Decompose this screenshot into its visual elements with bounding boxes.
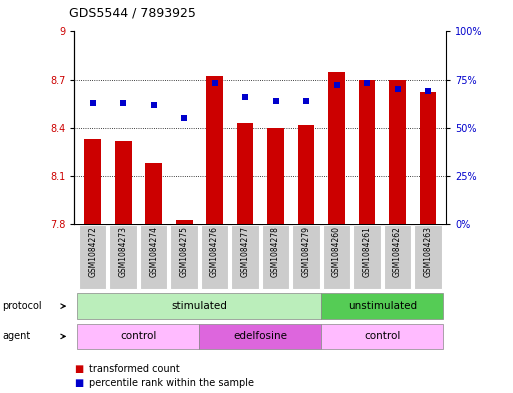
Text: agent: agent (3, 331, 31, 342)
Text: percentile rank within the sample: percentile rank within the sample (89, 378, 254, 388)
FancyBboxPatch shape (201, 225, 228, 290)
FancyBboxPatch shape (200, 324, 321, 349)
Text: GSM1084261: GSM1084261 (363, 226, 371, 277)
Point (119, 99, 127, 106)
Bar (176, 220, 192, 224)
FancyBboxPatch shape (321, 324, 443, 349)
Text: ■: ■ (74, 378, 84, 388)
FancyBboxPatch shape (292, 225, 320, 290)
Bar (359, 80, 376, 224)
FancyBboxPatch shape (321, 294, 443, 319)
Point (241, 94, 249, 100)
Text: transformed count: transformed count (89, 364, 180, 374)
Text: GSM1084278: GSM1084278 (271, 226, 280, 277)
Bar (328, 72, 345, 224)
FancyBboxPatch shape (323, 225, 350, 290)
FancyBboxPatch shape (109, 225, 137, 290)
Bar (389, 80, 406, 224)
Text: control: control (120, 331, 156, 341)
Text: ■: ■ (74, 364, 84, 374)
Bar (267, 128, 284, 224)
Bar (145, 163, 162, 224)
FancyBboxPatch shape (353, 225, 381, 290)
Bar (298, 125, 314, 224)
Text: GSM1084275: GSM1084275 (180, 226, 189, 277)
Text: unstimulated: unstimulated (348, 301, 417, 310)
Text: GSM1084273: GSM1084273 (119, 226, 128, 277)
Text: GSM1084279: GSM1084279 (302, 226, 310, 277)
FancyBboxPatch shape (262, 225, 289, 290)
Text: GDS5544 / 7893925: GDS5544 / 7893925 (69, 7, 196, 20)
Text: protocol: protocol (3, 301, 42, 311)
Text: GSM1084262: GSM1084262 (393, 226, 402, 277)
Bar (236, 123, 253, 224)
FancyBboxPatch shape (231, 225, 259, 290)
Point (89, 99, 97, 106)
FancyBboxPatch shape (77, 294, 321, 319)
Text: GSM1084277: GSM1084277 (241, 226, 250, 277)
Point (271, 97, 280, 104)
FancyBboxPatch shape (170, 225, 198, 290)
FancyBboxPatch shape (77, 324, 200, 349)
FancyBboxPatch shape (415, 225, 442, 290)
Text: GSM1084272: GSM1084272 (88, 226, 97, 277)
FancyBboxPatch shape (79, 225, 106, 290)
Point (180, 115, 188, 121)
Point (332, 82, 341, 88)
Text: GSM1084263: GSM1084263 (424, 226, 432, 277)
Text: stimulated: stimulated (171, 301, 227, 310)
Point (210, 80, 219, 86)
Text: GSM1084260: GSM1084260 (332, 226, 341, 277)
FancyBboxPatch shape (140, 225, 167, 290)
Point (424, 88, 432, 94)
Text: control: control (364, 331, 401, 341)
Text: edelfosine: edelfosine (233, 331, 287, 341)
Bar (84, 139, 101, 224)
Bar (420, 92, 437, 224)
Point (302, 97, 310, 104)
Point (393, 86, 402, 92)
Text: GSM1084276: GSM1084276 (210, 226, 219, 277)
Text: GSM1084274: GSM1084274 (149, 226, 158, 277)
Bar (206, 76, 223, 224)
FancyBboxPatch shape (384, 225, 411, 290)
Point (150, 101, 158, 108)
Point (363, 80, 371, 86)
Bar (115, 141, 131, 224)
